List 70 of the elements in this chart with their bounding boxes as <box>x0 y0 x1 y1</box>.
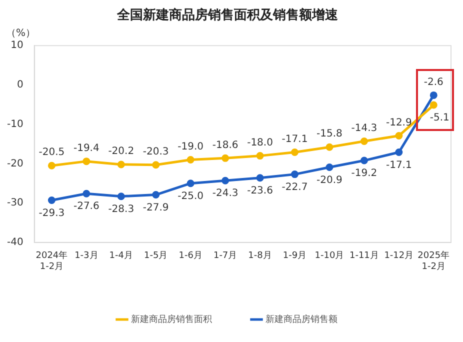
data-label: -5.1 <box>430 112 450 124</box>
data-label: -18.0 <box>247 137 273 148</box>
x-tick-label: 1-4月 <box>109 251 133 262</box>
x-tick-label: 1-11月 <box>349 251 379 262</box>
data-label: -25.0 <box>178 190 204 202</box>
data-label: -20.9 <box>316 174 342 186</box>
data-label: -12.9 <box>386 117 412 128</box>
data-label: -20.2 <box>108 146 134 158</box>
y-tick-label: 0 <box>16 80 24 91</box>
data-label: -14.3 <box>351 122 378 134</box>
y-tick-label: -40 <box>6 236 24 248</box>
point <box>291 170 298 178</box>
point <box>430 91 438 99</box>
data-label: -27.6 <box>73 201 100 212</box>
point <box>222 176 230 184</box>
data-label: -22.7 <box>282 182 308 193</box>
x-tick-label: 1-3月 <box>74 251 98 262</box>
data-label: -20.5 <box>38 147 65 158</box>
point <box>326 143 334 151</box>
point <box>360 137 368 145</box>
point <box>117 160 125 168</box>
x-tick-label: 1-8月 <box>248 251 272 262</box>
point <box>82 158 90 166</box>
data-label: -19.0 <box>178 141 204 152</box>
y-tick-label: -20 <box>6 158 24 170</box>
point <box>360 156 368 164</box>
x-tick-label: 1-7月 <box>213 251 238 262</box>
data-label: -27.9 <box>142 202 169 214</box>
x-tick-label: 2025年 1-2月 <box>418 250 450 272</box>
point <box>395 148 403 156</box>
point <box>256 174 264 182</box>
point <box>222 154 230 162</box>
data-label: -20.3 <box>142 146 169 158</box>
data-label: -17.1 <box>386 160 412 171</box>
point <box>48 162 56 170</box>
x-tick-label: 1-10月 <box>314 251 344 262</box>
data-label: -23.6 <box>247 185 273 196</box>
x-tick-label: 1-9月 <box>282 251 307 262</box>
point <box>186 180 194 188</box>
data-label: -28.3 <box>108 204 134 215</box>
data-label: -15.8 <box>316 128 342 140</box>
point <box>48 196 56 204</box>
legend-label: 新建商品房销售额 <box>266 314 338 325</box>
point <box>395 132 403 140</box>
point <box>117 192 125 200</box>
data-label: -18.6 <box>212 140 238 151</box>
x-tick-label: 1-5月 <box>144 251 168 262</box>
data-label: -19.4 <box>73 142 100 154</box>
data-label: -2.6 <box>424 76 444 88</box>
point <box>152 161 160 169</box>
data-label: -24.3 <box>212 188 238 200</box>
y-axis-title: （%） <box>6 28 36 40</box>
point <box>82 190 90 198</box>
y-tick-label: -10 <box>6 118 24 130</box>
chart-title: 全国新建商品房销售面积及销售额增速 <box>116 7 339 24</box>
x-tick-label: 2024年 1-2月 <box>36 250 68 272</box>
point <box>186 156 194 164</box>
point <box>291 148 298 156</box>
data-label: -29.3 <box>38 208 65 219</box>
data-label: -19.2 <box>351 168 378 180</box>
legend-label: 新建商品房销售面积 <box>131 314 212 325</box>
point <box>152 191 160 199</box>
data-label: -17.1 <box>282 134 308 145</box>
y-tick-label: -30 <box>6 198 24 209</box>
x-tick-label: 1-12月 <box>384 251 414 262</box>
x-tick-label: 1-6月 <box>178 251 202 262</box>
y-tick-label: 10 <box>10 40 24 52</box>
point <box>430 101 438 109</box>
point <box>256 152 264 160</box>
point <box>326 163 334 171</box>
